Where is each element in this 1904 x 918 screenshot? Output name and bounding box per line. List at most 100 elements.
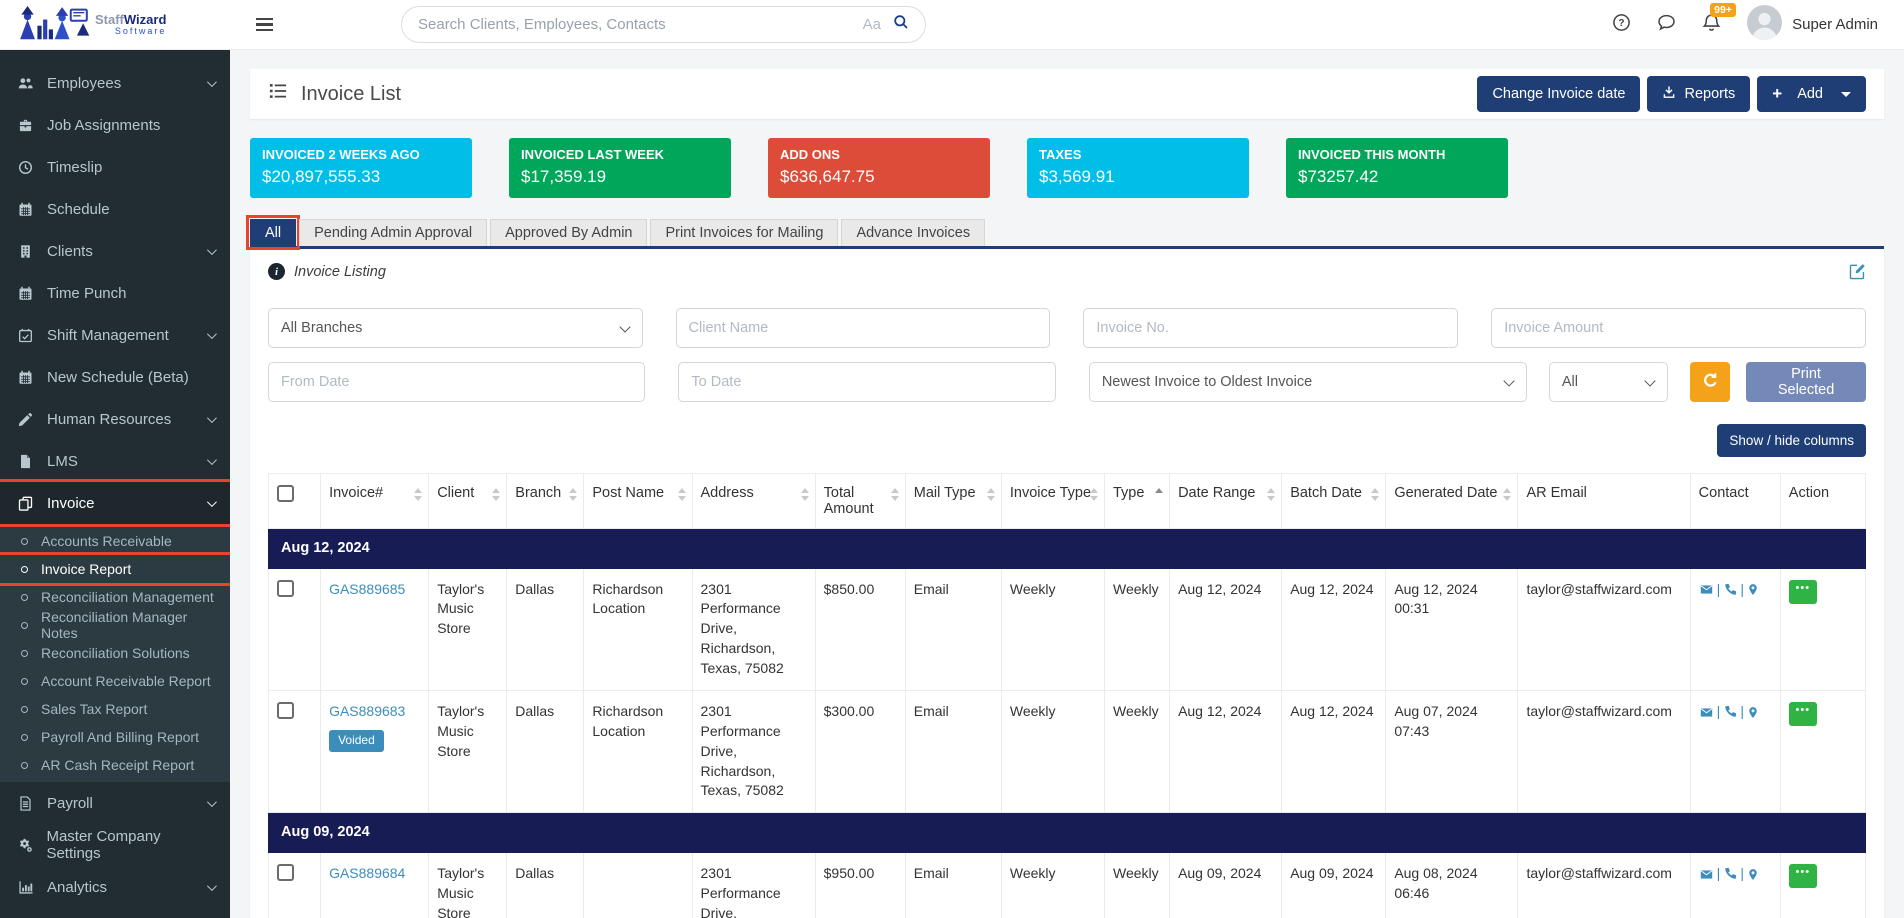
sort-icon[interactable] (1155, 488, 1164, 501)
chat-icon[interactable] (1657, 13, 1676, 37)
client-name-input[interactable] (675, 308, 1051, 348)
sort-icon[interactable] (677, 488, 686, 501)
invoice-amount-input[interactable] (1491, 308, 1867, 348)
tab-pending-admin-approval[interactable]: Pending Admin Approval (299, 219, 488, 246)
sort-icon[interactable] (890, 488, 899, 501)
column-header-batch-date[interactable]: Batch Date (1281, 473, 1387, 529)
column-header-branch[interactable]: Branch (506, 473, 585, 529)
email-icon[interactable] (1699, 868, 1714, 881)
status-select[interactable]: All (1549, 363, 1668, 401)
sidebar-item-master-company-settings[interactable]: Master Company Settings (0, 824, 230, 866)
column-header-mail-type[interactable]: Mail Type (904, 473, 1002, 529)
edit-icon[interactable] (1849, 263, 1866, 280)
sidebar-item-clients[interactable]: Clients (0, 230, 230, 272)
sidebar-item-new-schedule-beta[interactable]: New Schedule (Beta) (0, 356, 230, 398)
column-header-generated-date[interactable]: Generated Date (1385, 473, 1519, 529)
sidebar-item-job-assignments[interactable]: Job Assignments (0, 104, 230, 146)
row-checkbox[interactable] (277, 701, 294, 719)
phone-icon[interactable] (1723, 705, 1737, 719)
sidebar-subitem-accounts-receivable[interactable]: Accounts Receivable (0, 527, 230, 555)
app-logo[interactable]: StaffWizard Software (0, 1, 230, 48)
tab-approved-by-admin[interactable]: Approved By Admin (490, 219, 648, 246)
column-header-client[interactable]: Client (428, 473, 508, 529)
sidebar-item-timeslip[interactable]: Timeslip (0, 146, 230, 188)
sort-icon[interactable] (800, 488, 809, 501)
sidebar-item-schedule[interactable]: Schedule (0, 188, 230, 230)
print-selected-button[interactable]: Print Selected (1746, 362, 1866, 402)
tab-advance-invoices[interactable]: Advance Invoices (841, 219, 986, 246)
sort-icon[interactable] (414, 488, 423, 501)
contact-separator: | (1716, 864, 1721, 881)
sort-icon[interactable] (1503, 488, 1512, 501)
invoice-number-link[interactable]: GAS889683 (329, 702, 406, 719)
search-icon[interactable] (893, 14, 909, 35)
row-actions-button[interactable]: ••• (1788, 863, 1817, 888)
map-pin-icon[interactable] (1747, 705, 1759, 720)
help-icon[interactable]: ? (1612, 13, 1631, 37)
refresh-button[interactable] (1690, 362, 1731, 402)
sidebar-subitem-invoice-report[interactable]: Invoice Report (0, 552, 233, 586)
tab-all[interactable]: All (245, 215, 301, 250)
row-checkbox[interactable] (277, 579, 294, 597)
invoice-number-link[interactable]: GAS889685 (329, 580, 406, 597)
sidebar-subitem-reconciliation-solutions[interactable]: Reconciliation Solutions (0, 639, 230, 667)
sidebar-item-lms[interactable]: LMS (0, 440, 230, 482)
sidebar-subitem-payroll-and-billing-report[interactable]: Payroll And Billing Report (0, 723, 230, 751)
column-header-total-amount[interactable]: Total Amount (814, 473, 906, 529)
sidebar-item-time-punch[interactable]: Time Punch (0, 272, 230, 314)
sidebar-item-payroll[interactable]: Payroll (0, 782, 230, 824)
select-all-checkbox[interactable] (277, 485, 294, 502)
invoice-no-input[interactable] (1083, 308, 1459, 348)
column-header-date-range[interactable]: Date Range (1169, 473, 1283, 529)
sidebar-item-analytics[interactable]: Analytics (0, 866, 230, 908)
reports-button[interactable]: Reports (1647, 76, 1751, 112)
invoice-row: GAS889685 Taylor's Music Store Dallas Richa… (267, 567, 1867, 691)
column-header-address[interactable]: Address (691, 473, 816, 529)
match-case-toggle[interactable]: Aa (862, 16, 881, 33)
column-header-invoice[interactable]: Invoice# (320, 473, 430, 529)
column-header-post-name[interactable]: Post Name (583, 473, 693, 529)
global-search-input[interactable] (418, 16, 851, 33)
sort-icon[interactable] (1267, 488, 1276, 501)
show-hide-columns-button[interactable]: Show / hide columns (1717, 424, 1866, 457)
sort-icon[interactable] (1371, 488, 1380, 501)
to-date-input[interactable] (678, 362, 1056, 402)
sort-icon[interactable] (569, 488, 578, 501)
sort-icon[interactable] (986, 488, 995, 501)
from-date-input[interactable] (268, 362, 646, 402)
sidebar-item-invoice[interactable]: Invoice (0, 479, 233, 527)
branch-select[interactable]: All Branches (269, 309, 642, 347)
sort-icon[interactable] (492, 488, 501, 501)
email-icon[interactable] (1699, 706, 1714, 719)
add-button[interactable]: Add (1757, 76, 1866, 112)
phone-icon[interactable] (1723, 867, 1737, 881)
map-pin-icon[interactable] (1747, 582, 1759, 597)
sidebar-subitem-sales-tax-report[interactable]: Sales Tax Report (0, 695, 230, 723)
sidebar-item-employees[interactable]: Employees (0, 62, 230, 104)
sidebar-subitem-account-receivable-report[interactable]: Account Receivable Report (0, 667, 230, 695)
sort-icon[interactable] (1089, 488, 1098, 501)
row-actions-button[interactable]: ••• (1788, 579, 1817, 604)
sort-order-select[interactable]: Newest Invoice to Oldest Invoice (1089, 363, 1526, 401)
sidebar-subitem-ar-cash-receipt-report[interactable]: AR Cash Receipt Report (0, 751, 230, 779)
column-header-invoice-type[interactable]: Invoice Type (1000, 473, 1105, 529)
sidebar-item-shift-management[interactable]: Shift Management (0, 314, 230, 356)
change-invoice-date-button[interactable]: Change Invoice date (1477, 76, 1641, 112)
sidebar-subitem-reconciliation-management[interactable]: Reconciliation Management (0, 583, 230, 611)
row-actions-button[interactable]: ••• (1788, 701, 1817, 726)
sidebar-subitem-reconciliation-manager-notes[interactable]: Reconciliation Manager Notes (0, 609, 230, 641)
sidebar-nav: Employees Job Assignments Timeslip Schedule… (0, 50, 233, 918)
row-checkbox[interactable] (277, 863, 294, 881)
cell-address: 2301 Performance Drive, Richardson, Texa… (691, 851, 816, 918)
cell-branch: Dallas (506, 567, 585, 691)
map-pin-icon[interactable] (1747, 867, 1759, 882)
invoice-number-link[interactable]: GAS889684 (329, 864, 406, 881)
sidebar-item-human-resources[interactable]: Human Resources (0, 398, 230, 440)
sidebar-toggle-hamburger-icon[interactable] (256, 17, 273, 32)
tab-print-invoices-for-mailing[interactable]: Print Invoices for Mailing (650, 219, 839, 246)
email-icon[interactable] (1699, 583, 1714, 596)
user-menu[interactable]: Super Admin (1747, 4, 1878, 45)
phone-icon[interactable] (1723, 583, 1737, 597)
column-header-type[interactable]: Type (1103, 473, 1171, 529)
notifications-bell-icon[interactable]: 99+ (1702, 2, 1736, 37)
